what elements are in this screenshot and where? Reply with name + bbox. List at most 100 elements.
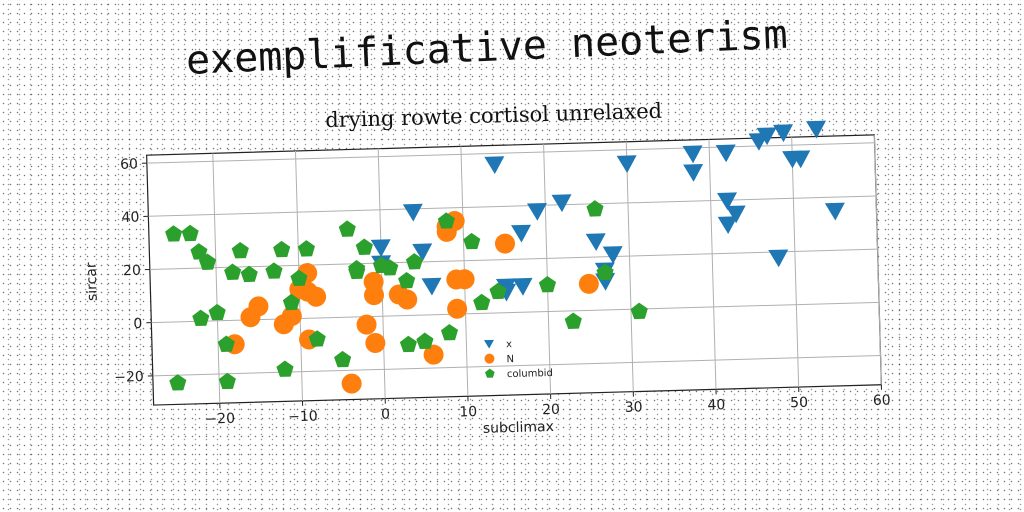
data-point	[208, 303, 226, 321]
data-point	[416, 332, 434, 350]
legend-label: columbid	[507, 368, 553, 380]
x-gridline	[212, 153, 221, 404]
data-point	[306, 286, 327, 307]
legend-marker	[483, 339, 494, 349]
data-point	[398, 271, 416, 289]
data-point	[489, 282, 507, 300]
data-point	[683, 164, 704, 182]
y-tick-label: 40	[121, 210, 139, 226]
x-tick-label: −20	[205, 411, 235, 428]
y-tick-label: −20	[114, 369, 144, 386]
data-point	[512, 277, 533, 296]
data-point	[341, 373, 362, 394]
data-point	[440, 323, 459, 341]
data-point	[281, 306, 302, 327]
legend-marker	[484, 353, 495, 364]
data-point	[768, 249, 789, 268]
data-point	[169, 374, 187, 391]
data-point	[551, 194, 572, 213]
data-point	[578, 273, 599, 294]
x-axis-label: subclimax	[483, 419, 554, 437]
data-point	[564, 312, 582, 329]
x-tick-label: 50	[790, 395, 808, 411]
x-gridline	[543, 144, 552, 394]
data-point	[585, 233, 606, 252]
data-point	[511, 224, 532, 243]
y-gridline	[146, 142, 875, 164]
data-point	[630, 302, 648, 320]
data-point	[338, 220, 356, 237]
data-point	[273, 240, 291, 258]
data-point	[355, 238, 373, 255]
data-point	[356, 314, 377, 335]
data-point	[602, 246, 623, 264]
data-point	[397, 289, 418, 310]
data-point	[240, 265, 258, 283]
data-point	[265, 262, 283, 279]
data-point	[402, 203, 423, 222]
data-point	[421, 277, 442, 296]
x-tick-label: −10	[288, 408, 318, 425]
data-point	[717, 192, 738, 211]
legend-marker	[485, 368, 495, 378]
data-point	[282, 293, 300, 311]
data-point	[616, 155, 637, 174]
x-gridline	[377, 148, 386, 399]
y-axis-label: sircar	[84, 262, 101, 301]
data-point	[248, 296, 269, 317]
data-point	[773, 124, 794, 143]
x-tick-label: 20	[542, 402, 560, 418]
data-point	[231, 241, 249, 259]
data-point	[224, 263, 242, 280]
data-point	[412, 243, 433, 262]
data-point	[682, 145, 703, 164]
x-tick-label: 60	[873, 392, 891, 408]
x-gridline	[791, 137, 800, 388]
data-point	[596, 263, 614, 281]
data-point	[381, 259, 399, 276]
data-points	[165, 120, 845, 394]
data-point	[526, 202, 547, 221]
data-point	[348, 260, 366, 277]
y-gridline	[151, 301, 880, 324]
data-point	[423, 344, 444, 365]
data-point	[586, 200, 604, 217]
data-point	[165, 225, 183, 242]
data-point	[217, 335, 235, 352]
y-tick-label: 0	[133, 316, 142, 332]
x-tick-label: 10	[459, 404, 477, 420]
data-point	[399, 335, 417, 353]
data-point	[756, 127, 777, 146]
data-point	[364, 285, 385, 306]
x-gridline	[708, 139, 717, 390]
data-point	[806, 120, 827, 139]
x-tick-label: 40	[707, 397, 725, 413]
x-gridline	[625, 141, 634, 392]
data-point	[276, 360, 294, 377]
data-point	[190, 243, 208, 260]
data-point	[192, 309, 210, 327]
data-point	[538, 276, 557, 293]
data-point	[790, 150, 811, 169]
data-point	[484, 156, 505, 175]
data-point	[370, 239, 391, 258]
legend-label: N	[506, 354, 514, 365]
data-point	[365, 332, 386, 353]
y-gridline	[148, 195, 877, 217]
chart-title: drying rowte cortisol unrelaxed	[325, 99, 662, 132]
data-point	[334, 350, 352, 368]
data-point	[717, 216, 738, 235]
data-point	[405, 253, 423, 270]
axis-ticks: −20 −10 0 10 20 30 40 50 60 −20 0 20 40 60	[114, 156, 891, 428]
x-tick-label: 30	[625, 399, 643, 415]
data-point	[218, 372, 236, 390]
x-tick-label: 0	[381, 406, 390, 422]
data-point	[725, 205, 746, 224]
legend-label: x	[506, 339, 512, 350]
data-point	[715, 144, 736, 163]
data-point	[473, 293, 491, 311]
y-tick-label: 60	[120, 156, 138, 172]
data-point	[297, 240, 315, 257]
data-point	[494, 233, 515, 254]
